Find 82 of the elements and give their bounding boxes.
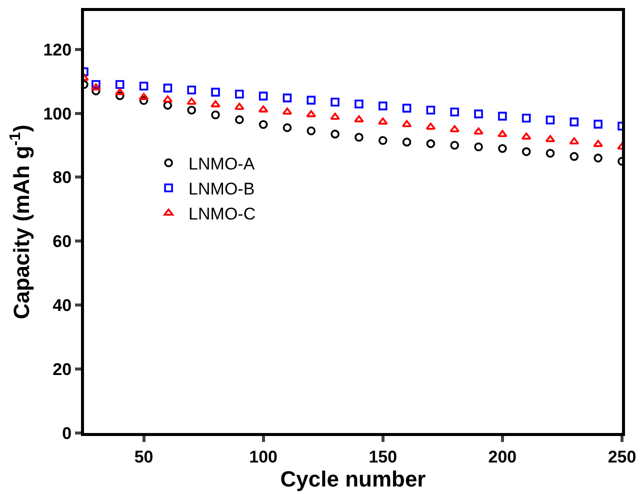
point <box>545 135 556 142</box>
y-tick-label: 40 <box>52 296 72 316</box>
point <box>211 88 220 97</box>
point <box>498 130 508 138</box>
point <box>163 100 172 110</box>
y-tick-label: 60 <box>52 232 72 252</box>
point <box>594 154 602 162</box>
y-tick-label: 100 <box>43 104 72 124</box>
point <box>282 123 292 132</box>
point <box>258 120 268 129</box>
point <box>402 138 412 146</box>
point <box>234 102 244 110</box>
point <box>402 104 412 113</box>
point <box>378 118 388 125</box>
point <box>426 106 436 115</box>
point <box>546 148 555 158</box>
point <box>522 114 531 122</box>
point <box>378 102 388 110</box>
point <box>450 140 460 150</box>
y-tick-label: 80 <box>52 168 72 188</box>
point <box>521 132 532 140</box>
x-tick-label: 250 <box>608 447 636 466</box>
point <box>474 127 484 134</box>
point <box>115 80 124 89</box>
point <box>354 115 364 122</box>
point <box>570 118 579 126</box>
y-tick-label: 0 <box>62 424 72 443</box>
point <box>570 152 579 161</box>
point <box>354 132 364 142</box>
point <box>306 110 316 118</box>
point <box>258 105 268 112</box>
point <box>138 92 149 100</box>
point <box>522 147 531 156</box>
legend-label: LNMO-C <box>188 204 256 224</box>
point <box>282 108 292 115</box>
x-tick-label: 200 <box>488 447 517 466</box>
point <box>258 92 268 100</box>
point <box>210 100 220 108</box>
point <box>92 86 100 96</box>
point <box>235 115 244 124</box>
x-tick-label: 150 <box>368 447 398 466</box>
point <box>211 110 220 120</box>
y-tick-label: 20 <box>52 360 72 380</box>
point <box>187 106 196 115</box>
point <box>235 90 244 99</box>
x-tick-label: 50 <box>134 447 154 466</box>
point <box>498 112 507 121</box>
point <box>569 137 580 144</box>
point <box>162 95 173 103</box>
point <box>139 82 148 91</box>
legend-label: LNMO-B <box>188 180 255 199</box>
point <box>546 116 555 124</box>
point <box>354 100 364 108</box>
point <box>330 112 340 120</box>
point <box>163 84 172 92</box>
point <box>92 80 100 89</box>
point <box>426 139 436 148</box>
y-tick-label: 120 <box>43 40 72 60</box>
point <box>474 142 483 152</box>
point <box>114 88 125 96</box>
point <box>186 98 197 105</box>
x-axis-title: Cycle number <box>280 466 426 492</box>
point <box>187 86 196 94</box>
point <box>115 91 124 100</box>
point <box>498 144 507 153</box>
point <box>139 96 148 105</box>
point <box>450 125 460 132</box>
point <box>593 140 604 147</box>
point <box>330 98 340 107</box>
point <box>474 110 483 118</box>
point <box>282 94 292 102</box>
point <box>594 120 602 129</box>
point <box>306 126 316 136</box>
point <box>306 96 316 105</box>
point <box>91 83 101 90</box>
point <box>426 122 436 130</box>
point <box>378 136 388 145</box>
point <box>450 108 460 116</box>
legend-label: LNMO-A <box>188 154 256 174</box>
point <box>402 120 412 128</box>
x-tick-label: 100 <box>249 447 278 466</box>
point <box>330 130 340 138</box>
